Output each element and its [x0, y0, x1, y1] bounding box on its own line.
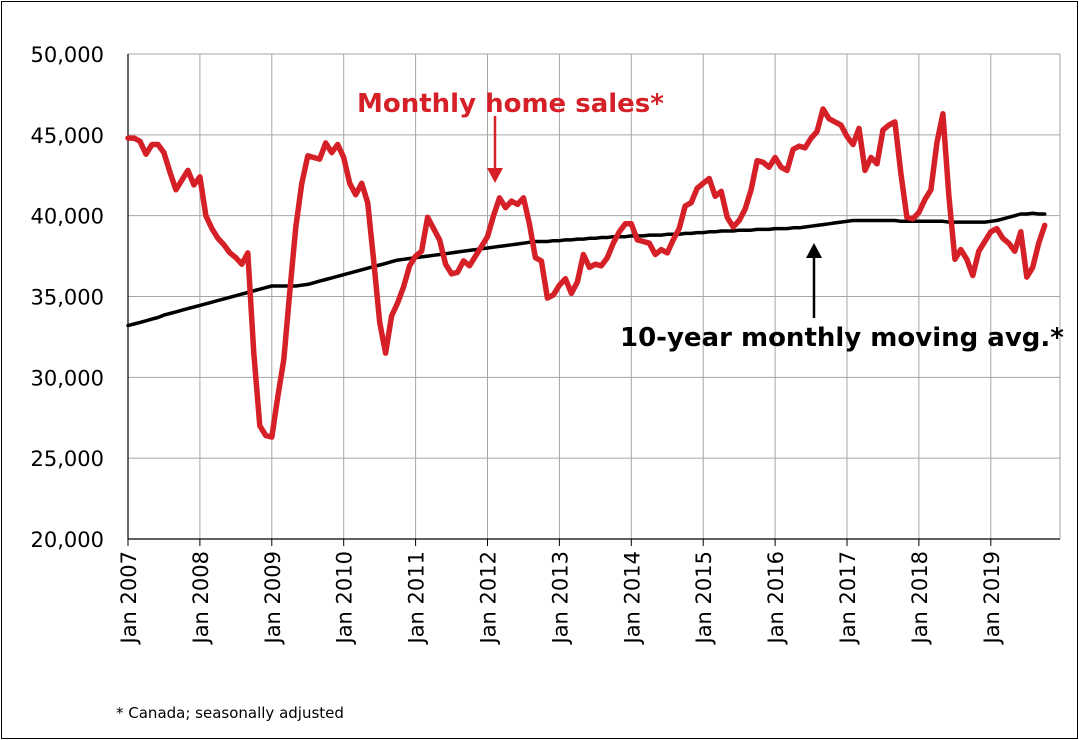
x-tick-label: Jan 2013 [548, 551, 572, 646]
annotation-arrowhead-sales [487, 168, 503, 183]
x-tick-label: Jan 2010 [333, 551, 357, 646]
y-tick-label: 20,000 [31, 528, 104, 552]
y-tick-label: 30,000 [31, 366, 104, 390]
x-axis-ticks: Jan 2007 Jan 2008 Jan 2009 Jan 2010 Jan 2011… [117, 551, 1004, 646]
x-tick-label: Jan 2012 [477, 551, 501, 646]
x-tick-label: Jan 2014 [620, 551, 644, 646]
y-axis-ticks: 20,000 25,000 30,000 35,000 40,000 45,000 50,0… [31, 43, 104, 552]
series-lines [125, 106, 1048, 440]
series-line-monthly-home-sales [125, 106, 1048, 440]
x-tick-label: Jan 2009 [261, 551, 285, 646]
x-tick-label: Jan 2019 [980, 551, 1004, 646]
annotation-arrowhead-average [806, 243, 822, 258]
x-tick-label: Jan 2016 [764, 551, 788, 646]
series-line-moving-average [126, 211, 1047, 328]
x-tick-label: Jan 2015 [692, 551, 716, 646]
annotation-monthly-home-sales: Monthly home sales* [357, 89, 664, 119]
y-tick-label: 40,000 [31, 205, 104, 229]
y-tick-label: 50,000 [31, 43, 104, 67]
y-tick-label: 45,000 [31, 124, 104, 148]
x-tick-label: Jan 2018 [908, 551, 932, 646]
x-tick-label: Jan 2011 [405, 551, 429, 646]
x-tick-label: Jan 2007 [117, 551, 141, 646]
x-tick-label: Jan 2017 [836, 551, 860, 646]
gridlines [127, 53, 1061, 546]
annotations: Monthly home sales* 10-year monthly movi… [357, 89, 1064, 353]
x-tick-label: Jan 2008 [189, 551, 213, 646]
y-tick-label: 35,000 [31, 286, 104, 310]
y-tick-label: 25,000 [31, 447, 104, 471]
footnote: * Canada; seasonally adjusted [116, 704, 344, 722]
annotation-moving-average: 10-year monthly moving avg.* [620, 323, 1064, 353]
